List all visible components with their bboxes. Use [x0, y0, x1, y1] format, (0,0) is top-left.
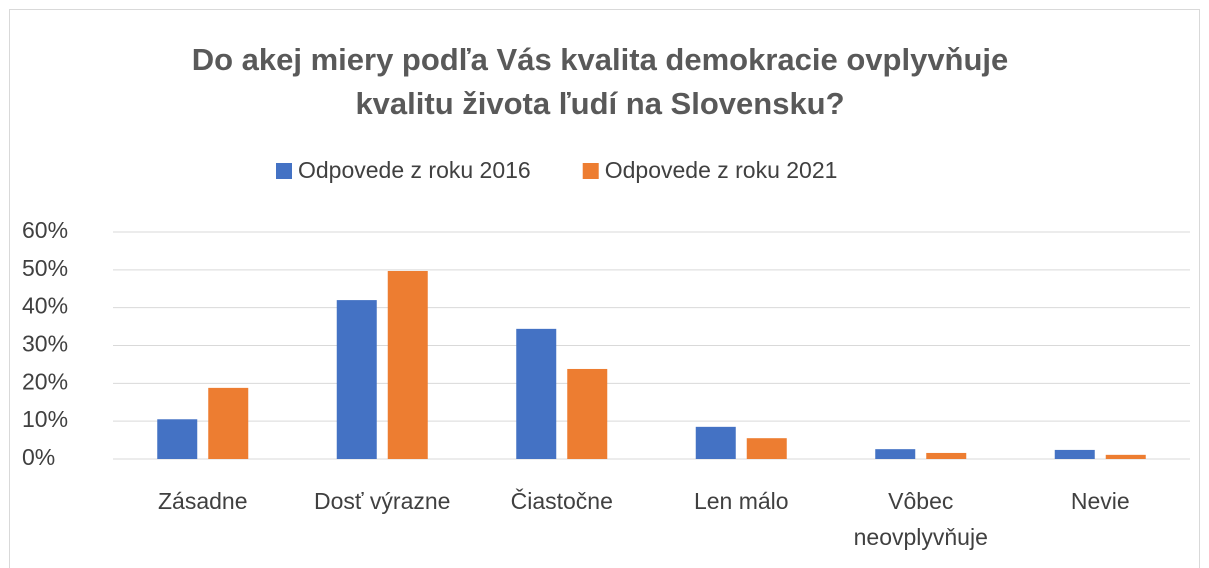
legend-label: Odpovede z roku 2016: [298, 157, 531, 183]
bar: [746, 438, 787, 459]
bar: [1054, 449, 1095, 459]
x-tick-label: Zásadne: [157, 488, 248, 514]
chart-border: [9, 9, 1200, 568]
x-tick-label: Vôbec neovplyvňuje: [853, 488, 988, 550]
bar: [1105, 454, 1146, 459]
bar: [208, 387, 249, 459]
legend-swatch: [582, 163, 599, 179]
x-tick-label: Čiastočne: [510, 488, 613, 514]
x-tick-label: Nevie: [1070, 488, 1130, 514]
y-tick-label: 20%: [22, 368, 68, 394]
y-tick-label: 40%: [22, 293, 68, 319]
x-tick-label: Dosť výrazne: [314, 488, 451, 514]
bar: [875, 449, 916, 459]
bar: [567, 368, 608, 459]
bar: [157, 419, 198, 459]
bar: [336, 300, 377, 459]
bar: [387, 270, 428, 459]
bar: [695, 426, 736, 459]
y-tick-label: 0%: [22, 444, 55, 470]
legend-swatch: [276, 163, 292, 179]
chart-title: Do akej miery podľa Vás kvalita demokrac…: [191, 42, 1009, 121]
y-tick-label: 50%: [22, 255, 68, 281]
y-tick-label: 10%: [22, 406, 68, 432]
x-tick-label: Len málo: [693, 488, 789, 514]
legend-label: Odpovede z roku 2021: [605, 157, 838, 183]
bar: [516, 328, 557, 459]
y-tick-label: 60%: [22, 217, 68, 243]
bar: [926, 452, 967, 459]
y-tick-label: 30%: [22, 331, 68, 357]
